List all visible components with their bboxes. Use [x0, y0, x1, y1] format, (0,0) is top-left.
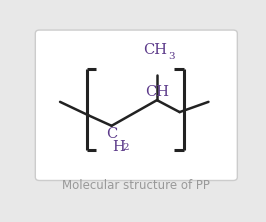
- Text: 2: 2: [123, 143, 129, 152]
- Text: H: H: [113, 140, 125, 154]
- Text: 3: 3: [168, 52, 175, 61]
- Text: CH: CH: [143, 43, 167, 57]
- FancyBboxPatch shape: [35, 30, 237, 180]
- Text: CH: CH: [145, 85, 169, 99]
- Text: Molecular structure of PP: Molecular structure of PP: [63, 179, 210, 192]
- Text: C: C: [106, 127, 117, 141]
